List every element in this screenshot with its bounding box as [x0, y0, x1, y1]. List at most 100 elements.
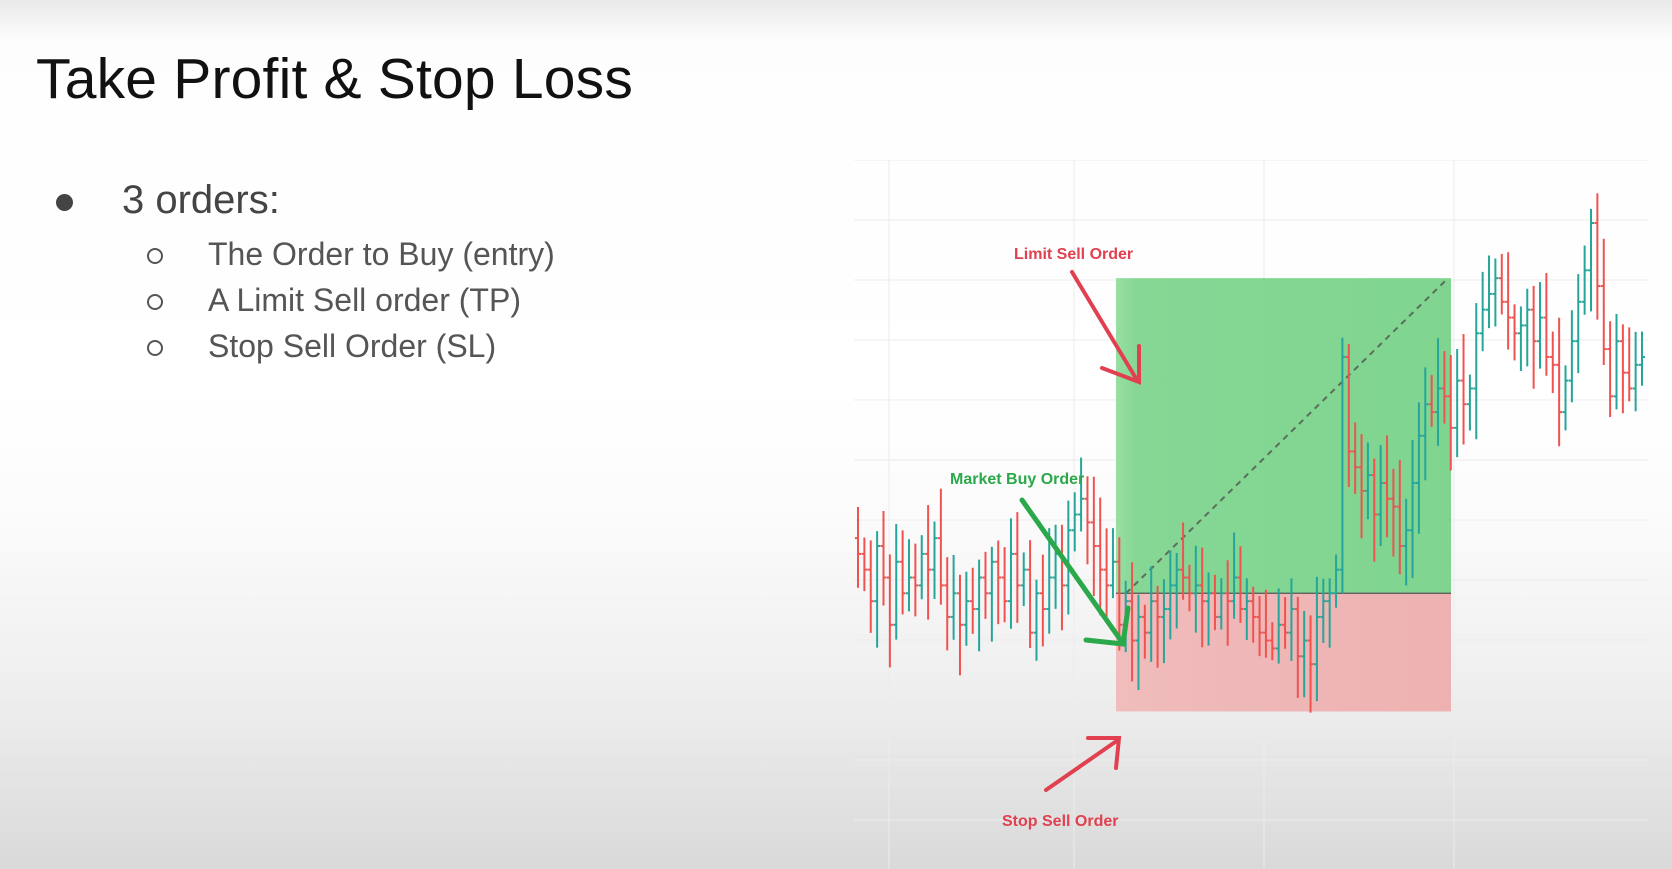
bar-up — [1033, 579, 1040, 661]
bar-up — [1517, 306, 1524, 372]
bar-up — [1320, 578, 1327, 643]
bar-down — [1199, 547, 1206, 648]
bar-up — [893, 524, 900, 640]
bar-up — [1243, 578, 1250, 641]
bar-up — [1403, 498, 1410, 586]
hollow-circle-icon — [147, 248, 163, 264]
bar-down — [1186, 564, 1193, 612]
hollow-circle-icon — [147, 340, 163, 356]
bar-down — [1307, 615, 1314, 713]
bar-up — [976, 559, 983, 652]
bar-down — [1097, 497, 1104, 616]
bar-down — [1441, 350, 1448, 424]
bar-up — [1275, 588, 1282, 664]
bar-down — [1294, 596, 1301, 698]
bar-down — [1511, 304, 1518, 361]
bar-up — [1167, 550, 1174, 640]
bar-down — [1358, 434, 1365, 539]
bar-down — [1090, 476, 1097, 596]
bar-down — [944, 557, 951, 651]
sub-bullet-text: A Limit Sell order (TP) — [208, 282, 521, 318]
bar-up — [963, 571, 970, 646]
bar-up — [988, 546, 995, 642]
bar-down — [969, 567, 976, 634]
bar-down — [886, 554, 893, 668]
limit-sell-arrow-icon — [1070, 270, 1141, 385]
bar-down — [1224, 560, 1231, 646]
bar-up — [1588, 208, 1595, 312]
bar-up — [1415, 402, 1422, 534]
bar-down — [1352, 422, 1359, 494]
bar-down — [1530, 285, 1537, 389]
bar-up — [1581, 245, 1588, 315]
bar-down — [1262, 589, 1269, 658]
sub-bullet-text: The Order to Buy (entry) — [208, 236, 555, 272]
stop-loss-zone — [1116, 593, 1451, 712]
trend-dashed-line — [1125, 279, 1447, 594]
bar-up — [1492, 258, 1499, 327]
stop-sell-arrow-icon — [1044, 736, 1122, 792]
bar-down — [1180, 522, 1187, 600]
bar-up — [1524, 288, 1531, 367]
bar-up — [1454, 348, 1461, 458]
bar-up — [1007, 518, 1014, 629]
bar-up — [1364, 442, 1371, 520]
bar-down — [1345, 343, 1352, 487]
bar-down — [1250, 586, 1257, 643]
bar-up — [1568, 310, 1575, 403]
bar-down — [1129, 562, 1136, 682]
bar-down — [1556, 317, 1563, 447]
bar-up — [1046, 528, 1053, 634]
bar-up — [1409, 440, 1416, 579]
bar-up — [1313, 576, 1320, 702]
bullet-dot-icon — [56, 194, 73, 211]
bar-down — [1282, 597, 1289, 649]
bar-down — [1027, 540, 1034, 649]
bar-down — [1371, 458, 1378, 562]
bar-up — [1639, 331, 1645, 386]
bar-up — [1479, 271, 1486, 352]
bar-down — [899, 530, 906, 615]
bar-down — [1058, 524, 1065, 631]
bar-up — [1562, 365, 1569, 431]
bar-up — [931, 521, 938, 599]
bar-down — [1103, 528, 1110, 623]
bar-down — [1460, 334, 1467, 445]
bar-down — [1594, 193, 1601, 320]
bar-up — [1205, 572, 1212, 646]
stop-sell-label: Stop Sell Order — [1002, 813, 1118, 830]
market-buy-arrow-icon — [1019, 497, 1131, 647]
bar-down — [925, 505, 932, 620]
bar-up — [1339, 337, 1346, 594]
bar-down — [937, 488, 944, 605]
bar-down — [1428, 375, 1435, 427]
bar-down — [1039, 554, 1046, 647]
bar-down — [1543, 273, 1550, 376]
bar-up — [1020, 552, 1027, 607]
bar-down — [912, 543, 919, 617]
bar-down — [1141, 604, 1148, 659]
bar-down — [1549, 331, 1556, 394]
limit-sell-label: Limit Sell Order — [1014, 246, 1133, 263]
bar-down — [855, 506, 861, 588]
bar-up — [1231, 532, 1238, 619]
bar-down — [1390, 468, 1397, 557]
ohlc-bars — [855, 193, 1645, 713]
bar-up — [1613, 314, 1620, 410]
bar-down — [1396, 459, 1403, 575]
bar-up — [1218, 578, 1225, 630]
top-fade — [0, 0, 1672, 40]
bar-up — [1135, 594, 1142, 691]
bar-down — [1154, 585, 1161, 668]
bar-down — [1211, 574, 1218, 631]
bar-up — [1537, 282, 1544, 369]
bar-up — [1435, 338, 1442, 446]
bar-up — [1052, 524, 1059, 609]
bar-up — [1377, 445, 1384, 546]
bar-up — [1192, 545, 1199, 633]
market-buy-label: Market Buy Order — [950, 471, 1084, 488]
bar-up — [1473, 303, 1480, 440]
bar-up — [1078, 457, 1085, 532]
bar-down — [982, 551, 989, 619]
bar-up — [1422, 367, 1429, 481]
